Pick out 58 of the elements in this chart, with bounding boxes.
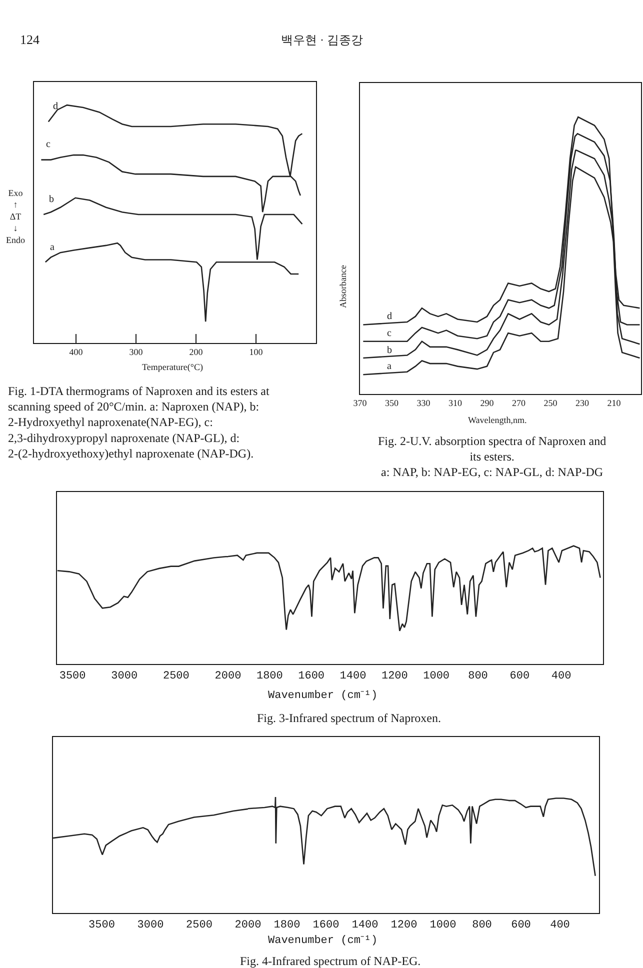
x-tick-label: 350	[385, 398, 399, 408]
x-axis-title: Temperature(°C)	[142, 362, 203, 372]
x-tick-label: 800	[468, 670, 488, 682]
x-tick-label: 3500	[59, 670, 86, 682]
x-tick-label: 270	[512, 398, 526, 408]
series-label: a	[50, 242, 55, 253]
x-tick-label: 310	[448, 398, 462, 408]
series-label: d	[387, 311, 392, 322]
x-tick-label: 1200	[381, 670, 408, 682]
caption: Fig. 3-Infrared spectrum of Naproxen.	[257, 711, 441, 725]
y-axis-title: Exo ↑ ΔT ↓ Endo	[6, 188, 26, 245]
caption: Fig. 4-Infrared spectrum of NAP-EG.	[240, 954, 421, 968]
series-label: c	[387, 328, 392, 339]
series-label: b	[387, 345, 392, 356]
text: 백우현 · 김종강	[281, 33, 363, 47]
x-axis-title: Wavelength,nm.	[468, 415, 527, 425]
x-axis-title: Wavenumber (cm⁻¹)	[268, 935, 378, 947]
x-tick-label: 400	[550, 919, 570, 932]
x-tick-label: 1800	[274, 919, 300, 932]
y-axis-title: Absorbance	[338, 265, 348, 308]
x-tick-label: 3000	[137, 919, 164, 932]
x-tick-label: 400	[69, 346, 84, 357]
x-tick-label: 330	[416, 398, 431, 408]
text: a: NAP, b: NAP-EG, c: NAP-GL, d: NAP-DG	[381, 465, 604, 480]
series-label: d	[53, 101, 58, 112]
x-tick-label: 1000	[430, 919, 456, 932]
text: 124	[20, 32, 40, 47]
x-tick-label: 2500	[162, 670, 190, 682]
x-tick-label: 2000	[234, 919, 262, 932]
x-tick-label: 210	[607, 398, 622, 408]
x-tick-label: 3500	[88, 919, 115, 932]
x-tick-label: 1600	[312, 919, 340, 932]
x-tick-label: 1400	[340, 670, 366, 682]
x-axis-title: Wavenumber (cm⁻¹)	[268, 690, 378, 702]
x-tick-label: 1800	[256, 670, 283, 682]
x-tick-label: 3000	[111, 670, 138, 682]
x-tick-label: 250	[544, 398, 558, 408]
x-tick-label: 800	[472, 919, 492, 932]
x-tick-label: 1000	[423, 670, 450, 682]
x-tick-label: 1600	[298, 670, 325, 682]
caption: Fig. 1-DTA thermograms of Naproxen and its esters at scanning speed of 20°C/min. a: Naproxen (NAP), b: 2-Hydroxyethyl naproxenate(NAP-EG), c: 2,3-dihydroxypropyl naproxenate (NAP-GL), d: 2-(2-hydroxyethoxy)ethyl naproxenate (NAP-DG).	[8, 384, 270, 460]
x-tick-label: 370	[353, 398, 368, 408]
x-tick-label: 200	[189, 346, 204, 357]
caption: Fig. 2-U.V. absorption spectra of Naproxen and its esters.	[378, 434, 606, 464]
series-label: b	[49, 194, 54, 205]
series-label: c	[46, 139, 51, 150]
x-tick-label: 2500	[186, 919, 212, 932]
x-tick-label: 1400	[352, 919, 378, 932]
x-tick-label: 600	[510, 670, 530, 682]
x-tick-label: 2000	[214, 670, 242, 682]
x-tick-label: 600	[511, 919, 531, 932]
series-label: a	[387, 361, 392, 372]
x-tick-label: 290	[480, 398, 494, 408]
x-tick-label: 100	[249, 346, 264, 357]
x-tick-label: 400	[551, 670, 572, 682]
x-tick-label: 300	[129, 346, 144, 357]
x-tick-label: 230	[576, 398, 590, 408]
x-tick-label: 1200	[390, 919, 418, 932]
